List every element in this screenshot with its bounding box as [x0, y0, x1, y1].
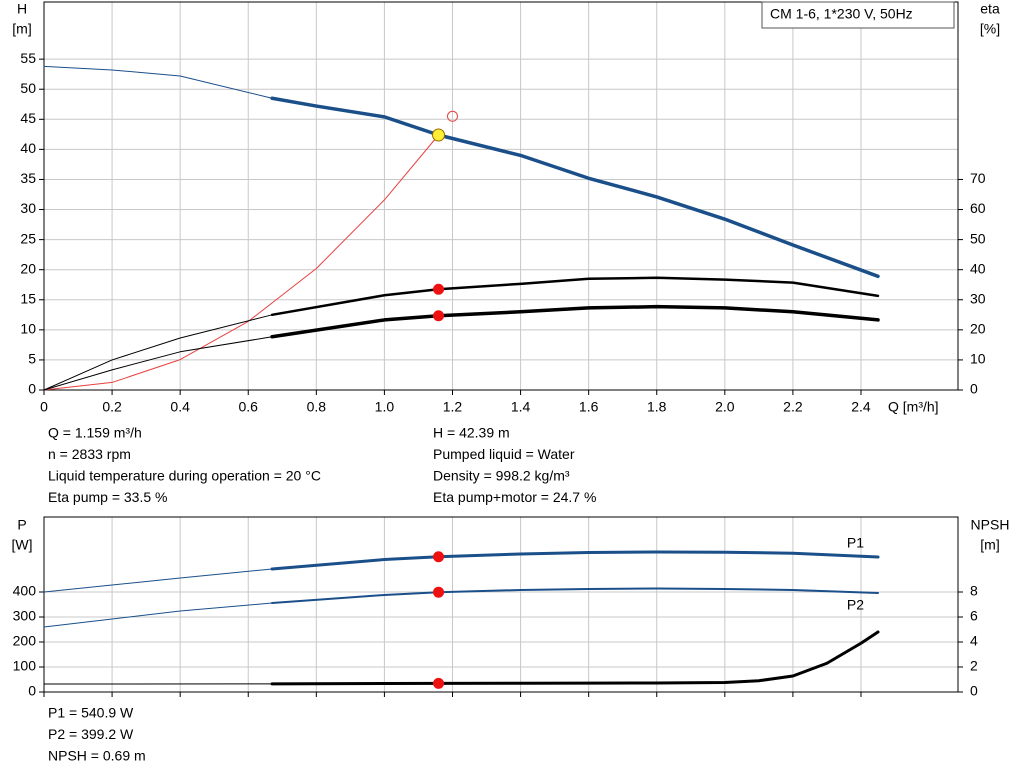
annotation: Eta pump+motor = 24.7 %: [433, 489, 596, 505]
y2-tick-label: 40: [970, 260, 986, 276]
x-tick-label: 1.6: [579, 399, 599, 415]
curve: [43, 314, 273, 391]
annotation: Pumped liquid = Water: [433, 446, 575, 462]
x-tick-label: 1.4: [511, 399, 531, 415]
y2-axis-label: eta: [980, 1, 1000, 17]
x-tick-label: 0.2: [102, 399, 122, 415]
y-tick-label: 35: [20, 170, 36, 186]
y-tick-label: 25: [20, 230, 36, 246]
annotation: P2 = 399.2 W: [48, 726, 134, 742]
operating-point: [433, 677, 445, 689]
curve: [270, 550, 880, 571]
series-label: P1: [847, 535, 864, 551]
annotation: NPSH = 0.69 m: [48, 748, 146, 764]
y2-tick-label: 8: [970, 583, 978, 599]
y-tick-label: 40: [20, 140, 36, 156]
y-tick-label: 300: [13, 608, 37, 624]
y-tick-label: 100: [13, 658, 37, 674]
y-tick-label: 20: [20, 260, 36, 276]
annotation: Q = 1.159 m³/h: [48, 425, 142, 441]
y2-tick-label: 6: [970, 608, 978, 624]
operating-point: [433, 586, 445, 598]
y-tick-label: 0: [28, 683, 36, 699]
legend-text: CM 1-6, 1*230 V, 50Hz: [770, 6, 913, 22]
x-tick-label: 2.4: [851, 399, 871, 415]
y2-tick-label: 4: [970, 633, 978, 649]
plot-frame: [43, 516, 959, 693]
annotation: H = 42.39 m: [433, 425, 510, 441]
y2-axis-label: [%]: [980, 21, 1000, 37]
curve: [270, 630, 880, 686]
annotation: n = 2833 rpm: [48, 446, 131, 462]
y2-tick-label: 0: [970, 381, 978, 397]
plot-frame: [43, 1, 959, 391]
x-tick-label: 1.0: [375, 399, 395, 415]
y-tick-label: 200: [13, 633, 37, 649]
y2-tick-label: 60: [970, 200, 986, 216]
y2-tick-label: 2: [970, 658, 978, 674]
x-tick-label: 0: [40, 399, 48, 415]
curve: [43, 602, 273, 628]
annotation: P1 = 540.9 W: [48, 705, 134, 721]
curve: [43, 568, 273, 593]
x-tick-label: 2.0: [715, 399, 735, 415]
y-tick-label: 400: [13, 583, 37, 599]
y-tick-label: 50: [20, 80, 36, 96]
curve: [271, 587, 880, 604]
operating-point: [432, 128, 446, 142]
y2-axis-label: NPSH: [971, 517, 1010, 533]
curve: [270, 276, 880, 317]
curve: [270, 96, 880, 279]
y-tick-label: 0: [28, 381, 36, 397]
y2-axis-label: [m]: [980, 537, 999, 553]
curve: [270, 304, 880, 339]
curve: [43, 336, 273, 391]
operating-point: [446, 110, 458, 122]
y2-tick-label: 0: [970, 683, 978, 699]
x-axis-label: Q [m³/h]: [888, 399, 939, 415]
annotation: Density = 998.2 kg/m³: [433, 468, 570, 484]
y-tick-label: 5: [28, 351, 36, 367]
y-axis-label: P: [17, 517, 26, 533]
operating-point: [433, 310, 445, 322]
y-tick-label: 10: [20, 321, 36, 337]
y2-tick-label: 20: [970, 321, 986, 337]
annotation: Liquid temperature during operation = 20…: [48, 468, 321, 484]
series-label: P2: [847, 597, 864, 613]
y2-tick-label: 50: [970, 230, 986, 246]
legend-box: [761, 1, 955, 29]
y-tick-label: 30: [20, 200, 36, 216]
operating-point: [433, 551, 445, 563]
x-tick-label: 1.2: [443, 399, 463, 415]
y-axis-label: H: [17, 1, 27, 17]
y2-tick-label: 70: [970, 170, 986, 186]
y2-tick-label: 30: [970, 290, 986, 306]
y-tick-label: 45: [20, 110, 36, 126]
y2-tick-label: 10: [970, 351, 986, 367]
x-tick-label: 0.6: [239, 399, 259, 415]
x-tick-label: 2.2: [783, 399, 803, 415]
x-tick-label: 0.8: [307, 399, 327, 415]
x-tick-label: 1.8: [647, 399, 667, 415]
curve: [43, 65, 273, 99]
curve: [43, 134, 440, 391]
y-tick-label: 55: [20, 50, 36, 66]
y-axis-label: [m]: [12, 21, 31, 37]
y-tick-label: 15: [20, 290, 36, 306]
x-tick-label: 0.4: [170, 399, 190, 415]
operating-point: [433, 283, 445, 295]
annotation: Eta pump = 33.5 %: [48, 489, 167, 505]
y-axis-label: [W]: [12, 537, 33, 553]
